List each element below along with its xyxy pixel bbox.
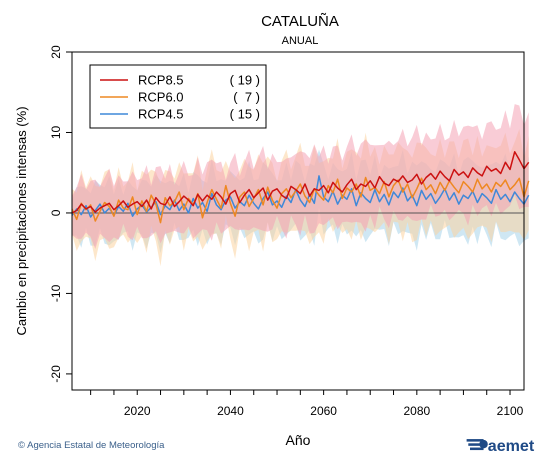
x-tick-label: 2040 [217,404,244,418]
x-tick-label: 2100 [497,404,524,418]
y-tick-label: 0 [49,209,63,216]
x-tick-label: 2020 [124,404,151,418]
y-axis-label: Cambio en precipitaciones intensas (%) [14,106,29,335]
series-lines [71,151,530,224]
aemet-logo-text: aemet [488,437,535,455]
legend-series-name: RCP4.5 [138,107,184,122]
x-axis-label: Año [286,432,311,448]
plot-frame [71,51,525,391]
legend-series-name: RCP6.0 [138,90,184,105]
legend-series-name: RCP8.5 [138,73,184,88]
series-line-rcp45 [71,175,530,218]
chart-subtitle: ANUAL [282,35,319,47]
x-axis: 2020 2040 2060 2080 2100 [90,390,524,418]
x-tick-label: 2080 [403,404,430,418]
y-tick-label: -20 [49,365,63,383]
legend-series-count: ( 7 ) [233,90,260,105]
chart-title: CATALUÑA [261,13,339,30]
legend-series-count: ( 19 ) [230,73,260,88]
legend: RCP8.5 ( 19 ) RCP6.0 ( 7 ) RCP4.5 ( 15 ) [89,64,267,129]
x-tick-label: 2060 [310,404,337,418]
aemet-logo-icon [466,439,488,451]
aemet-logo: aemet [466,437,535,455]
y-tick-label: 20 [49,45,63,59]
legend-series-count: ( 15 ) [230,107,260,122]
y-tick-label: 10 [49,125,63,139]
series-line-rcp60 [71,176,530,224]
series-line-rcp85 [71,151,530,214]
credit-text: © Agencia Estatal de Meteorología [18,440,165,451]
y-axis: 20 10 0 -10 -20 [49,45,72,383]
y-tick-label: -10 [49,284,63,302]
